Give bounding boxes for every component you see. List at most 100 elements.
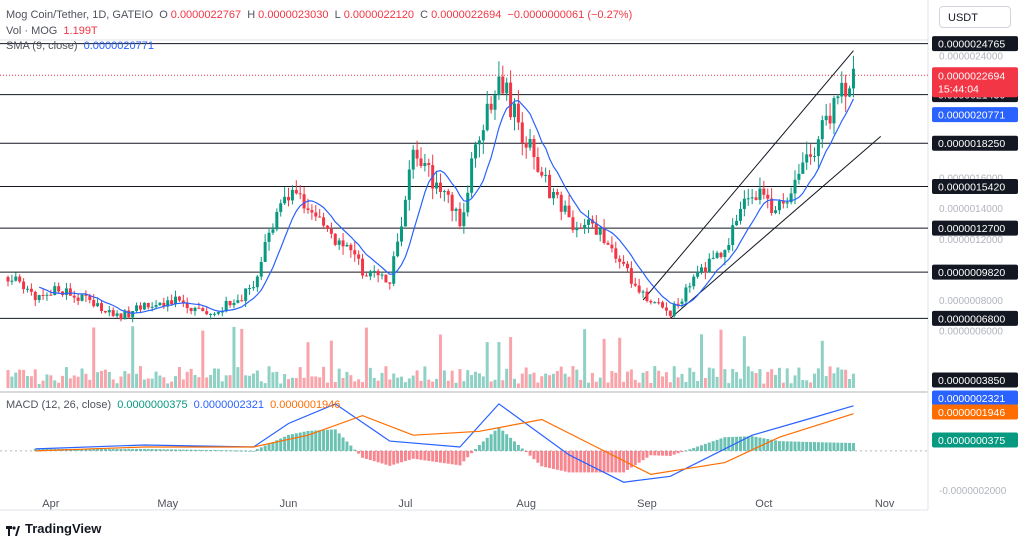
tradingview-logo[interactable]: TradingView	[6, 521, 101, 536]
candle-body	[832, 98, 836, 124]
symbol-title[interactable]: Mog Coin/Tether, 1D, GATEIO	[6, 9, 154, 21]
macd-histogram-bar	[766, 438, 770, 451]
volume-bar	[127, 373, 131, 388]
candle-body	[540, 171, 544, 176]
volume-bar	[205, 377, 209, 388]
macd-histogram-bar	[396, 450, 400, 464]
candle-body	[548, 174, 552, 199]
candle-body	[688, 286, 692, 288]
candle-body	[189, 307, 193, 312]
volume-bar	[563, 373, 567, 388]
ohlc-legend: Mog Coin/Tether, 1D, GATEIO O 0.000002276…	[6, 9, 633, 21]
candle-body	[450, 194, 454, 211]
macd-histogram-bar	[170, 449, 174, 451]
macd-histogram-bar	[92, 448, 96, 451]
level-price-label: 0.0000024765	[938, 39, 1005, 51]
candle-body	[446, 191, 450, 195]
macd-histogram-bar	[723, 437, 727, 451]
macd-histogram-bar	[84, 448, 88, 451]
candle-body	[653, 302, 657, 304]
candle-body	[279, 203, 283, 212]
volume-bar	[512, 378, 516, 388]
candle-body	[809, 154, 813, 157]
candle-body	[353, 250, 357, 255]
candle-body	[177, 296, 181, 301]
volume-legend[interactable]: Vol · MOG 1.199T	[6, 25, 101, 38]
macd-histogram-bar	[618, 450, 622, 473]
volume-bar	[727, 383, 731, 388]
volume-bar	[840, 369, 844, 388]
candle-body	[41, 295, 45, 297]
macd-histogram-bar	[551, 450, 555, 469]
volume-bar	[762, 383, 766, 388]
candle-body	[14, 276, 18, 281]
volume-bar	[427, 379, 431, 388]
volume-bar	[76, 376, 80, 388]
volume-bar	[481, 376, 485, 388]
macd-histogram-bar	[216, 450, 220, 452]
volume-bar	[442, 370, 446, 388]
macd-histogram-bar	[427, 450, 431, 461]
macd-histogram-bar	[848, 442, 852, 451]
volume-bar	[384, 366, 388, 388]
macd-histogram-bar	[271, 442, 275, 451]
candle-body	[423, 163, 427, 166]
macd-histogram-bar	[177, 449, 181, 451]
macd-histogram-bar	[127, 448, 131, 451]
macd-histogram-bar	[384, 450, 388, 465]
candle-body	[571, 217, 575, 231]
candle-body	[392, 256, 396, 284]
volume-bar	[353, 381, 357, 388]
volume-bar	[781, 382, 785, 388]
candle-body	[244, 288, 248, 301]
currency-selector[interactable]: USDT	[939, 6, 1011, 28]
macd-histogram-bar	[310, 430, 314, 451]
macd-histogram-bar	[512, 441, 516, 451]
candle-body	[119, 313, 123, 320]
candle-body	[427, 163, 431, 166]
macd-histogram-bar	[742, 436, 746, 451]
macd-histogram-bar	[832, 442, 836, 451]
volume-bar	[92, 327, 96, 388]
macd-histogram-bar	[477, 445, 481, 451]
volume-bar	[700, 334, 704, 388]
candle-body	[793, 179, 797, 194]
level-price-label-bg	[932, 310, 1018, 326]
candle-body	[555, 192, 559, 195]
volume-level-label: 0.0000003850	[938, 375, 1005, 387]
candle-body	[454, 208, 458, 211]
volume-bar	[53, 380, 57, 388]
volume-bar	[135, 373, 139, 388]
volume-bar	[220, 381, 224, 388]
time-tick-label: Aug	[516, 498, 536, 510]
candle-body	[318, 216, 322, 218]
macd-legend[interactable]: MACD (12, 26, close) 0.0000000375 0.0000…	[6, 399, 343, 412]
sma-legend[interactable]: SMA (9, close) 0.0000020771	[6, 40, 157, 53]
macd-histogram-bar	[820, 442, 824, 451]
macd-line-label-bg	[932, 390, 1018, 406]
macd-histogram-bar	[431, 450, 435, 462]
macd-histogram-bar	[302, 431, 306, 451]
macd-histogram-bar	[555, 450, 559, 470]
candle-body	[131, 311, 135, 318]
volume-bar	[115, 383, 119, 388]
candle-body	[236, 300, 240, 303]
candle-body	[302, 194, 306, 209]
candle-body	[481, 130, 485, 141]
time-tick-label: Oct	[755, 498, 772, 510]
volume-bar	[212, 368, 216, 388]
candle-body	[602, 228, 606, 243]
volume-bar	[14, 372, 18, 388]
macd-histogram-bar	[633, 450, 637, 466]
macd-histogram-bar	[364, 450, 368, 459]
volume-bar	[579, 379, 583, 388]
candle-body	[520, 122, 524, 144]
macd-histogram-bar	[610, 450, 614, 473]
macd-histogram-bar	[653, 450, 657, 456]
macd-histogram-bar	[770, 439, 774, 451]
volume-bar	[216, 368, 220, 388]
volume-bar	[711, 368, 715, 388]
macd-histogram-bar	[516, 444, 520, 451]
candle-body	[696, 272, 700, 277]
